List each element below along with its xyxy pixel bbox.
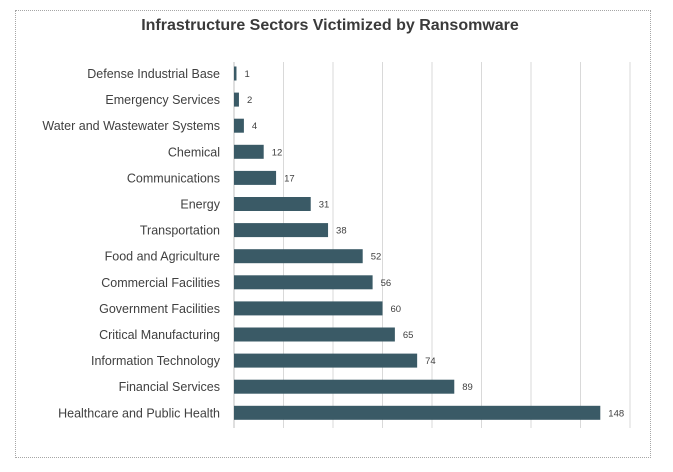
bar [234,327,395,342]
data-label: 89 [462,382,473,393]
bar [234,197,311,211]
category-label: Healthcare and Public Health [58,406,220,420]
category-label: Defense Industrial Base [87,67,220,81]
data-label: 2 [247,95,252,106]
data-label: 1 [244,69,249,80]
bar [234,66,237,81]
data-label: 4 [252,121,257,132]
bar [234,301,383,316]
data-label: 148 [608,408,624,419]
category-label: Financial Services [119,380,220,394]
category-label: Commercial Facilities [101,276,220,290]
bar [234,144,264,159]
data-label: 56 [381,278,392,289]
bar [234,275,373,290]
category-label: Critical Manufacturing [99,328,220,342]
chart-title: Infrastructure Sectors Victimized by Ran… [141,17,519,34]
bar [234,223,329,238]
chart-frame [15,10,651,458]
data-label: 17 [284,173,295,184]
data-label: 31 [319,200,330,211]
data-label: 60 [391,304,402,315]
category-label: Transportation [140,224,220,238]
data-label: 12 [272,147,283,158]
bar [234,249,363,264]
data-label: 65 [403,330,414,341]
data-label: 52 [371,252,382,263]
data-label: 38 [336,226,347,237]
category-label: Information Technology [91,354,221,368]
category-label: Communications [127,171,220,185]
bar [234,405,601,420]
category-label: Government Facilities [99,302,220,316]
category-label: Food and Agriculture [105,250,220,264]
category-label: Chemical [168,145,220,159]
bar [234,170,277,185]
bar [234,118,244,133]
category-label: Water and Wastewater Systems [42,119,220,133]
bar [234,353,418,368]
bar [234,92,239,107]
category-label: Emergency Services [105,93,220,107]
bar [234,379,455,394]
category-label: Energy [180,198,220,212]
data-label: 74 [425,356,436,367]
